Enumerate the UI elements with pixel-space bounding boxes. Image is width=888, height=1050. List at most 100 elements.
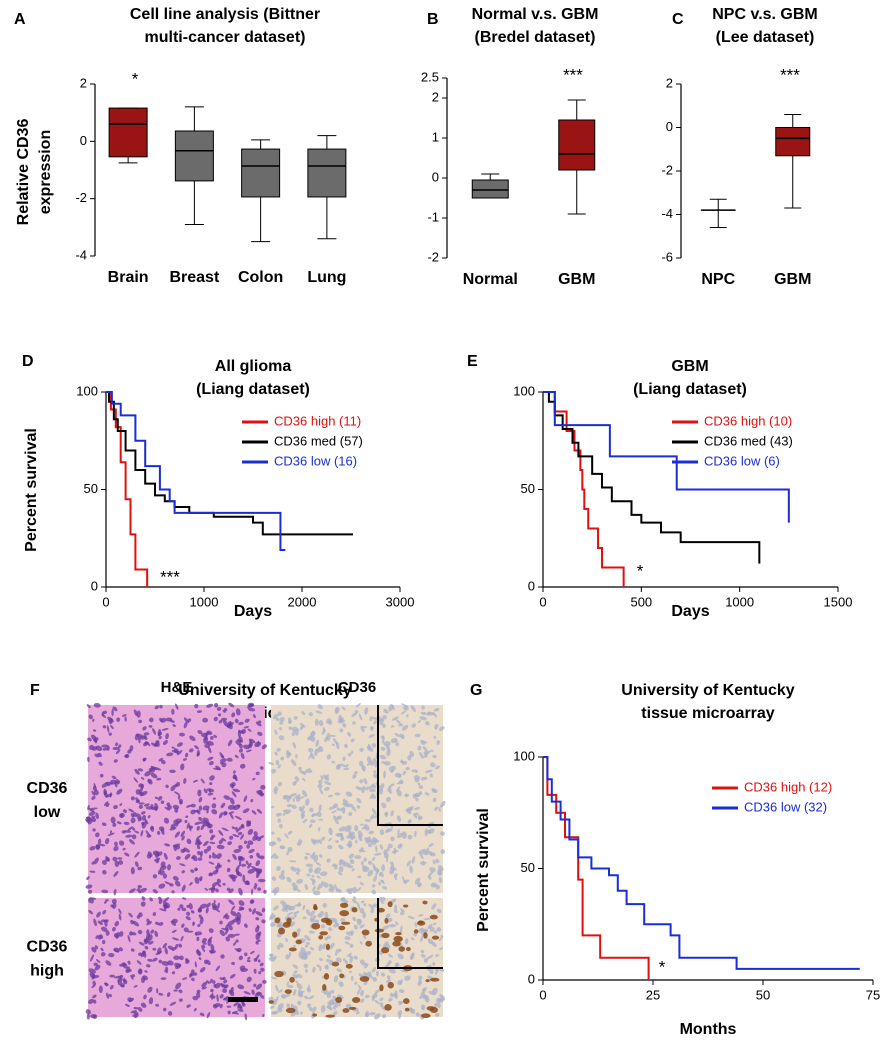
y-tick-label: -2 xyxy=(661,162,673,177)
cell xyxy=(387,917,393,923)
cell xyxy=(360,989,365,997)
cell xyxy=(137,929,143,935)
cell xyxy=(364,818,371,823)
cell xyxy=(229,973,236,979)
cell xyxy=(278,735,285,741)
cell xyxy=(113,759,118,763)
cell xyxy=(197,857,203,861)
cell xyxy=(137,884,142,889)
cell xyxy=(334,792,341,796)
x-tick-label: 1000 xyxy=(190,594,219,609)
cell xyxy=(101,744,109,748)
cell xyxy=(164,947,168,955)
cell xyxy=(227,739,233,747)
cell xyxy=(371,784,377,789)
cell xyxy=(225,923,230,930)
cell xyxy=(190,803,196,808)
cell xyxy=(352,896,357,900)
survival-curve xyxy=(543,756,860,970)
cell xyxy=(349,943,354,948)
panel-letter: A xyxy=(14,11,26,28)
cell xyxy=(326,954,331,959)
cell xyxy=(274,786,279,792)
cell xyxy=(261,919,266,924)
cell xyxy=(306,1003,312,1008)
cell xyxy=(318,779,323,785)
cell xyxy=(246,844,250,849)
cell xyxy=(262,1013,265,1018)
cell xyxy=(346,863,351,867)
cell xyxy=(255,911,263,917)
cell xyxy=(316,875,321,879)
cell xyxy=(383,708,389,714)
cell xyxy=(250,888,254,895)
stain xyxy=(322,984,327,991)
cell xyxy=(105,899,109,902)
cell xyxy=(124,852,130,857)
cell xyxy=(238,736,243,743)
cell xyxy=(336,957,342,963)
cell xyxy=(97,920,103,925)
cell xyxy=(341,706,346,711)
cell xyxy=(390,738,398,744)
cell xyxy=(440,800,446,808)
cell xyxy=(144,970,148,973)
cell xyxy=(402,705,409,709)
cell xyxy=(105,960,112,966)
cell xyxy=(101,859,107,865)
cell xyxy=(92,980,96,986)
cell xyxy=(216,853,222,859)
cell xyxy=(406,714,409,718)
cell xyxy=(372,856,376,861)
cell xyxy=(131,834,137,840)
cell xyxy=(427,829,432,834)
cell xyxy=(283,907,288,913)
cell xyxy=(178,998,183,1002)
cell xyxy=(143,994,147,1000)
cell xyxy=(278,989,283,993)
cell xyxy=(198,797,203,803)
cell xyxy=(303,963,309,968)
cell xyxy=(424,995,429,1001)
cell xyxy=(368,903,375,910)
cell xyxy=(111,926,116,932)
cell xyxy=(306,873,311,877)
cell xyxy=(302,777,306,782)
cell xyxy=(270,852,277,859)
cell xyxy=(368,783,375,790)
cell xyxy=(154,705,160,710)
cell xyxy=(213,900,216,904)
cell xyxy=(354,855,362,860)
cell xyxy=(401,831,407,839)
cell xyxy=(296,878,304,884)
panel-letter: B xyxy=(427,11,439,28)
cell xyxy=(429,773,433,778)
cell xyxy=(308,747,314,753)
cell xyxy=(375,845,378,853)
cell xyxy=(153,806,158,811)
cell xyxy=(326,858,331,863)
cell xyxy=(271,876,277,881)
cell xyxy=(179,732,185,737)
box xyxy=(307,148,347,198)
stain xyxy=(384,917,389,924)
cell xyxy=(171,929,177,934)
cell xyxy=(141,896,146,901)
cell xyxy=(305,863,314,868)
cell xyxy=(148,717,154,723)
cell xyxy=(385,744,391,752)
cell xyxy=(202,717,209,723)
cell xyxy=(220,758,227,763)
cell xyxy=(308,995,315,1000)
cell xyxy=(231,877,236,882)
cell xyxy=(269,913,274,921)
x-tick-label: 25 xyxy=(646,987,660,1002)
cell xyxy=(127,960,131,965)
cell xyxy=(214,982,221,989)
cell xyxy=(319,966,322,972)
cell xyxy=(120,812,125,818)
cell xyxy=(390,836,395,842)
cell xyxy=(193,1007,197,1012)
cell xyxy=(219,752,224,759)
cell xyxy=(255,939,261,943)
